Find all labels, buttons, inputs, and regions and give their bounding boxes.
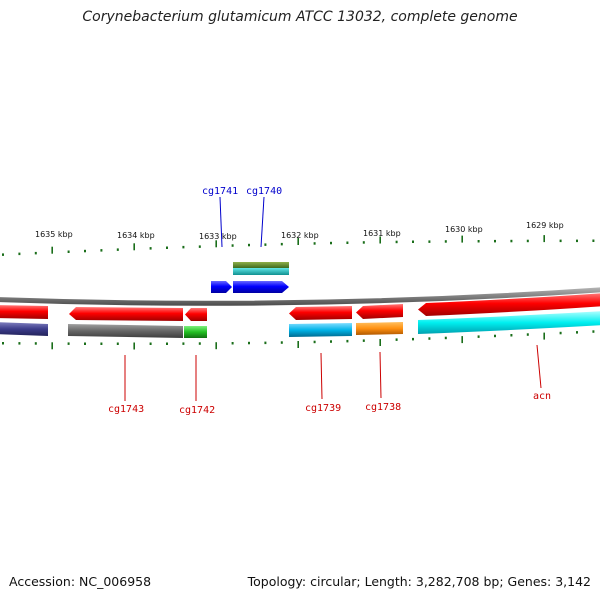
- scale-label-1635: 1635 kbp: [35, 230, 73, 239]
- scale-ticks-top: [2, 235, 595, 256]
- gene-left-partial[interactable]: [0, 305, 48, 319]
- scale-label-1629: 1629 kbp: [526, 221, 564, 230]
- leader-cg1738: [379, 351, 382, 399]
- scale-label-1631: 1631 kbp: [363, 229, 401, 238]
- bottom-gene-labels: cg1743 cg1742 cg1739 cg1738 acn: [108, 344, 551, 416]
- label-cg1741[interactable]: cg1741: [202, 186, 238, 197]
- label-cg1739[interactable]: cg1739: [305, 403, 341, 414]
- scale-label-1633: 1633 kbp: [199, 232, 237, 241]
- leader-cg1741: [219, 196, 223, 248]
- gene-cg1740[interactable]: [233, 281, 289, 293]
- label-acn[interactable]: acn: [533, 391, 551, 402]
- genome-summary-text: Topology: circular; Length: 3,282,708 bp…: [247, 574, 591, 589]
- gene-cg1739[interactable]: [289, 306, 352, 320]
- gene-acn[interactable]: [418, 293, 600, 316]
- leader-cg1740: [260, 196, 265, 248]
- feature-cyanblue: [289, 323, 352, 337]
- feature-teal: [233, 268, 289, 275]
- forward-features: [211, 262, 289, 293]
- map-title: Corynebacterium glutamicum ATCC 13032, c…: [82, 9, 518, 25]
- accession-text: Accession: NC_006958: [9, 574, 152, 589]
- gene-cg1743[interactable]: [69, 307, 183, 321]
- label-cg1743[interactable]: cg1743: [108, 404, 144, 415]
- scale-label-1632: 1632 kbp: [281, 231, 319, 240]
- feature-cyan: [418, 311, 600, 334]
- label-cg1740[interactable]: cg1740: [246, 186, 282, 197]
- feature-navy: [0, 322, 48, 336]
- feature-olive: [233, 262, 289, 268]
- scale-ticks-bottom: [2, 330, 595, 350]
- feature-orange: [356, 322, 403, 335]
- annotation-ring: [0, 311, 600, 338]
- label-cg1742[interactable]: cg1742: [179, 405, 215, 416]
- scale-label-1630: 1630 kbp: [445, 225, 483, 234]
- gene-cg1741[interactable]: [211, 281, 232, 293]
- scale-label-1634: 1634 kbp: [117, 231, 155, 240]
- top-gene-labels: cg1741 cg1740: [202, 186, 282, 248]
- leader-cg1739: [320, 352, 323, 400]
- genome-backbone: [0, 287, 600, 306]
- gene-cg1742[interactable]: [185, 308, 207, 321]
- reverse-cds-features: [0, 293, 600, 321]
- feature-gray: [68, 324, 183, 338]
- gene-cg1738[interactable]: [356, 304, 403, 319]
- leader-acn: [536, 344, 542, 389]
- feature-green: [184, 326, 207, 338]
- label-cg1738[interactable]: cg1738: [365, 402, 401, 413]
